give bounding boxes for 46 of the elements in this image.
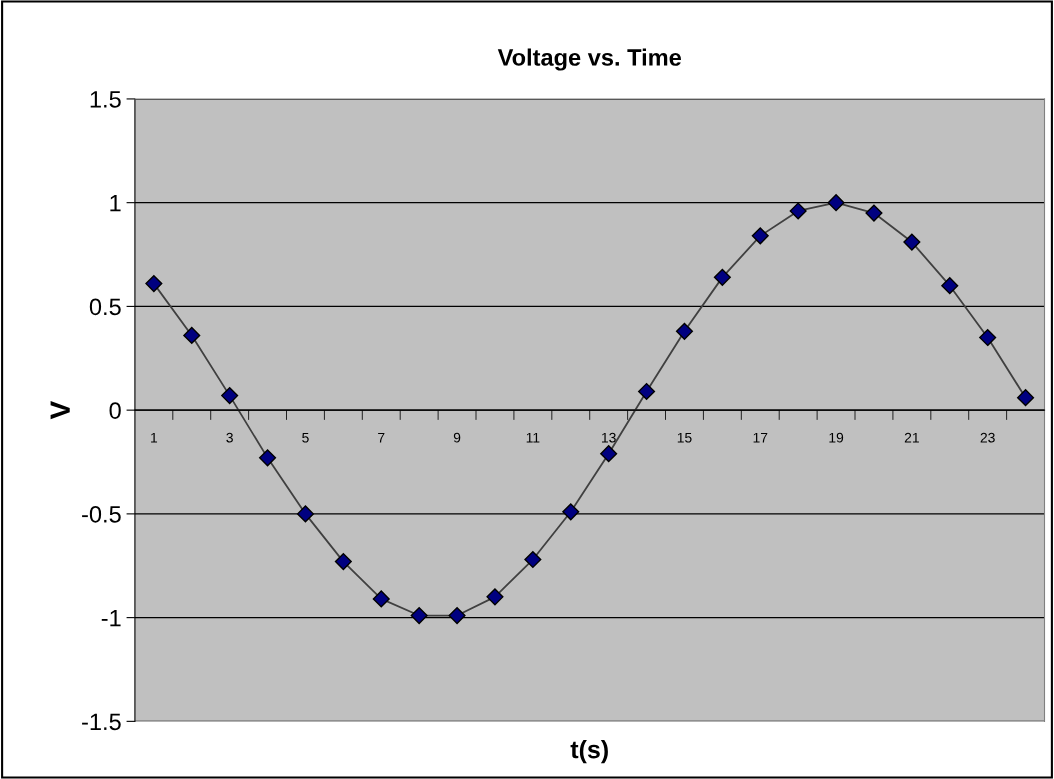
x-tick-label: 7 (378, 432, 385, 443)
point (979, 328, 997, 347)
point (941, 277, 959, 295)
x-tick-label: 15 (677, 432, 692, 443)
point (751, 227, 769, 245)
point (789, 202, 807, 220)
point (372, 590, 390, 608)
y-tick-label: -1 (101, 609, 121, 627)
x-tick-label: 17 (753, 432, 768, 443)
y-tick-label: 0 (109, 402, 121, 419)
point (183, 326, 201, 345)
point (448, 606, 466, 625)
y-tick-label: -0.5 (82, 505, 121, 523)
x-tick-label: 9 (453, 432, 461, 443)
point (259, 449, 277, 467)
x-tick-label: 19 (829, 432, 844, 443)
point (221, 387, 239, 405)
y-tick-label: 0.5 (89, 298, 121, 316)
x-axis-title: t(s) (570, 740, 608, 764)
y-tick-label: -1.5 (82, 713, 121, 731)
y-tick-label: 1.5 (90, 91, 121, 108)
point (600, 445, 618, 463)
point (903, 233, 921, 251)
point (865, 204, 883, 222)
x-tick-label: 5 (302, 432, 309, 443)
x-tick-label: 21 (904, 432, 919, 443)
y-tick-label: 1 (110, 194, 121, 212)
point (486, 588, 504, 606)
point (562, 503, 580, 521)
point (827, 194, 845, 212)
point (334, 553, 352, 571)
x-tick-label: 13 (602, 432, 616, 443)
point (713, 268, 731, 286)
point (296, 505, 315, 523)
point (410, 606, 428, 625)
point (675, 322, 694, 340)
x-tick-label: 11 (526, 432, 540, 443)
point (524, 550, 542, 569)
x-tick-label: 23 (980, 432, 995, 443)
chart-title: Voltage vs. Time (497, 48, 681, 71)
x-tick-label: 3 (226, 432, 233, 443)
point (1017, 389, 1035, 407)
point (145, 275, 163, 293)
point (638, 382, 656, 401)
y-axis-title: V (50, 401, 70, 420)
x-tick-label: 1 (151, 432, 158, 443)
